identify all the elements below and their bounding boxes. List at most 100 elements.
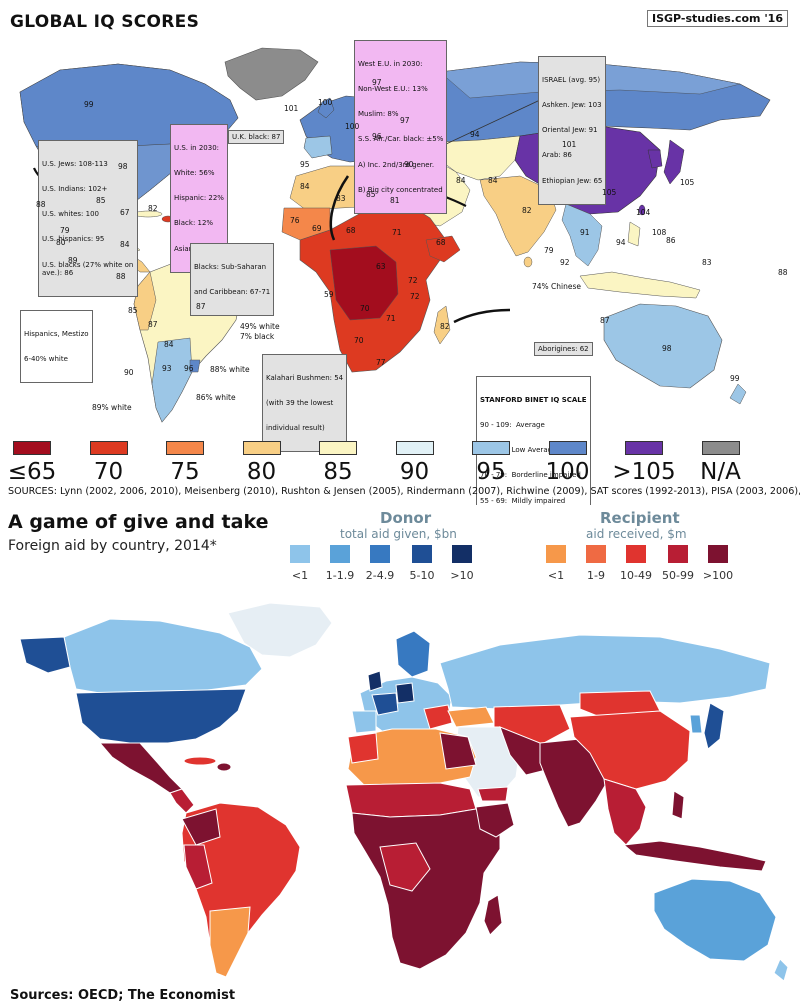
callout-line: Muslim: 8% — [358, 110, 399, 119]
iq-score-se-asia-3: 94 — [616, 238, 626, 247]
iq-score-pacific-1: 88 — [778, 268, 788, 277]
iq-legend-item: N/A — [686, 441, 756, 485]
iq-label-chinese-74: 74% Chinese — [532, 282, 582, 291]
iq-callout-eu-2030: West E.U. in 2030: Non-West E.U.: 13% Mu… — [354, 40, 448, 215]
callout-line: B) Big city concentrated — [358, 185, 443, 194]
donor-legend-label: 1-1.9 — [325, 569, 355, 582]
callout-line: Ethiopian Jew: 65 — [542, 176, 603, 185]
iq-score-haiti: 67 — [120, 208, 130, 217]
aid-usa — [75, 688, 247, 744]
iq-callout-aborigines: Aborigines: 62 — [534, 342, 593, 357]
aid-peru — [183, 844, 213, 890]
iq-score-europe-1: 100 — [345, 122, 360, 131]
recipient-legend-swatch — [586, 545, 606, 563]
iq-score-sw-africa: 59 — [324, 290, 334, 299]
iq-credit: ISGP-studies.com '16 — [647, 10, 788, 27]
aid-balkans — [423, 704, 453, 730]
donor-legend-swatch — [330, 545, 350, 563]
iq-greenland — [224, 47, 319, 101]
callout-line: and Caribbean: 67-71 — [194, 288, 271, 297]
iq-legend-label: 85 — [323, 459, 353, 485]
iq-score-w-africa-3: 68 — [346, 226, 356, 235]
iq-score-mongolia: 105 — [602, 188, 617, 197]
callout-line: individual result) — [266, 424, 325, 433]
aid-central-block — [379, 842, 431, 892]
aid-haiti — [216, 762, 232, 772]
callout-line: Hispanic: 22% — [174, 194, 224, 203]
iq-score-chile: 90 — [124, 368, 134, 377]
iq-score-tanzania: 72 — [410, 292, 420, 301]
iq-legend-item: ≤65 — [0, 441, 67, 485]
aid-title: A game of give and take — [8, 511, 269, 533]
callout-line: S.S. Afr./Car. black: ±5% — [358, 135, 444, 144]
iq-score-ecuador: 88 — [116, 272, 126, 281]
iq-score-kenya: 72 — [408, 276, 418, 285]
callout-line: ISRAEL (avg. 95) — [542, 75, 601, 84]
callout-line: U.S. blacks (27% white on ave.): 86 — [42, 260, 134, 278]
iq-score-uk-area: 100 — [318, 98, 333, 107]
iq-score-iceland: 101 — [284, 104, 299, 113]
iq-score-brazil: 87 — [196, 302, 206, 311]
callout-line: 90 - 109: Average — [480, 421, 545, 430]
aid-indonesia — [622, 840, 767, 872]
aid-nz — [773, 958, 789, 982]
iq-callout-kalahari: Kalahari Bushmen: 54 (with 39 the lowest… — [262, 354, 348, 453]
iq-label-white-89: 89% white — [92, 403, 132, 412]
iq-philippines — [627, 221, 641, 247]
iq-score-pacific-2: 92 — [560, 258, 570, 267]
iq-score-argentina: 93 — [162, 364, 172, 373]
iq-japan — [663, 139, 685, 185]
iq-score-se-asia-1: 91 — [580, 228, 590, 237]
aid-canada — [63, 618, 263, 694]
iq-legend-item: >105 — [609, 441, 679, 485]
callout-line: 55 - 69: Mildly impaired — [480, 496, 566, 505]
iq-legend-swatch — [242, 441, 281, 455]
aid-central-america — [169, 788, 195, 814]
iq-score-japan: 105 — [680, 178, 695, 187]
callout-line: (with 39 the lowest — [266, 399, 334, 408]
iq-score-australia: 98 — [662, 344, 672, 353]
aid-philippines — [671, 790, 685, 820]
recipient-legend-swatch — [626, 545, 646, 563]
recipient-legend-swatch — [668, 545, 688, 563]
recipient-legend-label: <1 — [547, 569, 565, 582]
iq-score-europe-2: 96 — [372, 132, 382, 141]
iq-legend-item: 90 — [380, 441, 450, 485]
iq-score-paraguay: 84 — [164, 340, 174, 349]
aid-cuba — [183, 756, 217, 766]
aid-madagascar — [483, 894, 503, 936]
iq-score-congo: 63 — [376, 262, 386, 271]
iq-score-sri-lanka: 79 — [544, 246, 554, 255]
iq-horn — [425, 235, 461, 263]
donor-legend-label: 5-10 — [409, 569, 435, 582]
iq-score-hk: 108 — [652, 228, 667, 237]
iq-callout-uk-black: U.K. black: 87 — [228, 130, 285, 145]
iq-callout-israel: ISRAEL (avg. 95) Ashken. Jew: 103 Orient… — [538, 56, 607, 205]
iq-legend-label: 80 — [246, 459, 277, 485]
iq-score-russia: 97 — [400, 116, 410, 125]
aid-iran-afgh — [499, 726, 551, 776]
iq-legend-item: 75 — [150, 441, 220, 485]
callout-line: U.S. hispanics: 95 — [42, 235, 105, 244]
iq-legend-label: N/A — [700, 459, 741, 485]
donor-legend-label: <1 — [291, 569, 309, 582]
iq-legend-label: >105 — [612, 459, 676, 485]
aid-map-panel: A game of give and take Foreign aid by c… — [0, 505, 800, 1007]
callout-line: White: 56% — [174, 169, 215, 178]
iq-australia — [603, 303, 723, 389]
iq-uruguay — [189, 359, 201, 373]
callout-line: West E.U. in 2030: — [358, 59, 423, 68]
iq-arrow-madagascar — [453, 308, 511, 324]
donor-legend-label: 2-4.9 — [365, 569, 395, 582]
iq-legend-swatch — [166, 441, 204, 455]
aid-germany — [395, 682, 415, 704]
iq-legend-swatch — [89, 441, 128, 455]
aid-australia — [653, 878, 777, 962]
recipient-subheading: aid received, $m — [586, 527, 687, 541]
callout-line: 70 - 79: Borderline impaired — [480, 471, 581, 480]
iq-score-png: 83 — [702, 258, 712, 267]
donor-heading: Donor — [380, 509, 432, 527]
iq-indonesia — [579, 271, 701, 299]
iq-legend-item: 95 — [456, 441, 526, 485]
donor-legend-swatch — [452, 545, 472, 563]
